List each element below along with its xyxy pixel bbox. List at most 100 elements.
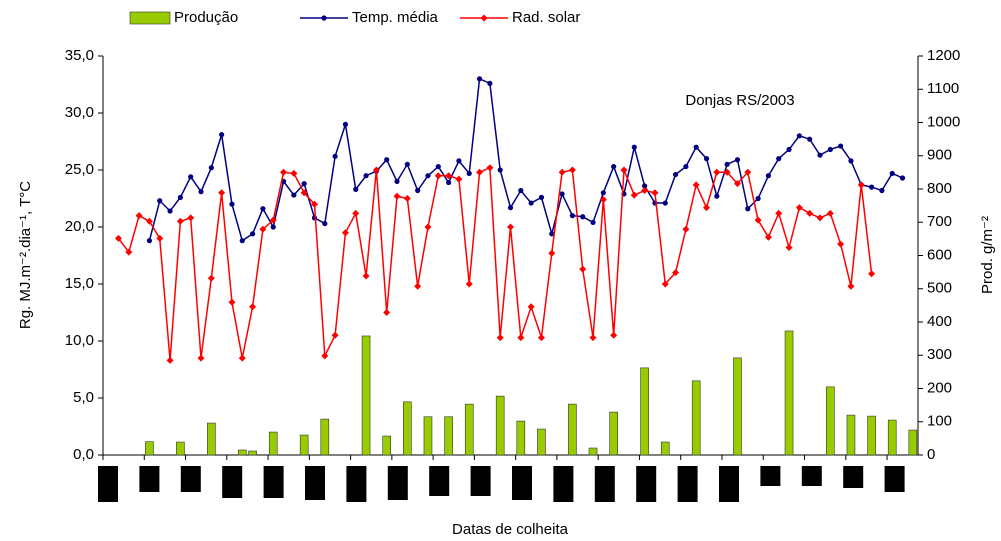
y2-tick-label: 1200 — [927, 47, 960, 64]
point — [569, 213, 575, 219]
point — [580, 214, 586, 220]
point — [786, 146, 792, 153]
bar — [568, 403, 577, 456]
bar — [423, 416, 433, 456]
point — [455, 175, 463, 183]
bar — [444, 416, 453, 456]
point — [496, 334, 504, 342]
point — [176, 217, 184, 225]
point — [238, 354, 246, 362]
point — [672, 269, 680, 277]
y-tick-label: 25,0 — [65, 161, 94, 178]
bar — [867, 415, 876, 456]
point — [889, 170, 895, 177]
point — [558, 168, 566, 176]
annotation: Donjas RS/2003 — [685, 92, 794, 109]
point — [487, 80, 493, 86]
bar — [299, 434, 309, 456]
point — [249, 303, 257, 311]
point — [446, 179, 452, 186]
point — [465, 280, 473, 288]
point — [311, 215, 318, 221]
y-tick-label: 20,0 — [65, 218, 94, 235]
redacted-label — [594, 466, 615, 502]
y2-tick-label: 900 — [927, 147, 952, 164]
y-tick-label: 30,0 — [65, 104, 94, 121]
point — [403, 195, 411, 202]
bar — [537, 428, 546, 456]
point — [425, 173, 431, 179]
point — [775, 209, 783, 217]
point — [435, 163, 441, 170]
point — [683, 163, 689, 170]
point — [661, 280, 669, 288]
bar — [733, 357, 742, 456]
point — [188, 174, 194, 180]
y2-tick-label: 800 — [927, 180, 952, 197]
point — [827, 146, 833, 153]
point — [507, 205, 514, 211]
bar — [826, 386, 835, 456]
point — [291, 192, 297, 198]
point — [270, 224, 276, 230]
point — [486, 164, 494, 172]
point — [765, 173, 772, 179]
point — [899, 175, 906, 181]
point — [322, 220, 328, 227]
y2-tick-label: 0 — [927, 446, 935, 463]
point — [724, 161, 730, 167]
point — [218, 189, 226, 197]
legend-marker — [480, 14, 488, 22]
bar — [691, 380, 701, 456]
point — [394, 178, 400, 184]
point — [734, 157, 741, 163]
point — [207, 274, 215, 282]
point — [518, 187, 524, 194]
point — [259, 225, 267, 233]
point — [611, 163, 617, 170]
y2-tick-label: 100 — [927, 413, 952, 430]
bar — [516, 420, 526, 456]
y-tick-label: 0,0 — [73, 446, 94, 463]
point — [527, 303, 535, 311]
y2-tick-label: 200 — [927, 379, 952, 396]
point — [651, 189, 659, 197]
point — [630, 191, 638, 199]
y2-tick-label: 600 — [927, 246, 952, 263]
point — [714, 193, 720, 199]
point — [807, 136, 813, 142]
redacted-label — [263, 466, 284, 498]
y-tick-label: 35,0 — [65, 47, 94, 64]
point — [682, 225, 690, 233]
y2-tick-label: 300 — [927, 346, 952, 363]
point — [260, 206, 266, 212]
bar — [382, 435, 392, 456]
point — [703, 204, 711, 212]
point — [167, 208, 173, 214]
bar — [660, 441, 670, 456]
point — [806, 209, 814, 217]
point — [404, 161, 410, 167]
point — [879, 187, 885, 194]
bar — [320, 418, 330, 456]
point — [538, 194, 545, 200]
point — [817, 152, 823, 158]
point — [549, 231, 555, 237]
point — [559, 191, 565, 197]
point — [332, 153, 338, 159]
point — [745, 206, 751, 212]
y-tick-label: 15,0 — [65, 275, 94, 292]
point — [528, 200, 534, 206]
y-tick-label: 5,0 — [73, 389, 94, 406]
redacted-label — [429, 466, 450, 496]
point — [424, 223, 432, 231]
y2-tick-label: 500 — [927, 280, 952, 297]
bar — [207, 422, 216, 456]
point — [466, 170, 472, 177]
point — [642, 183, 648, 189]
point — [641, 187, 649, 195]
point — [362, 272, 370, 280]
point — [384, 157, 390, 163]
